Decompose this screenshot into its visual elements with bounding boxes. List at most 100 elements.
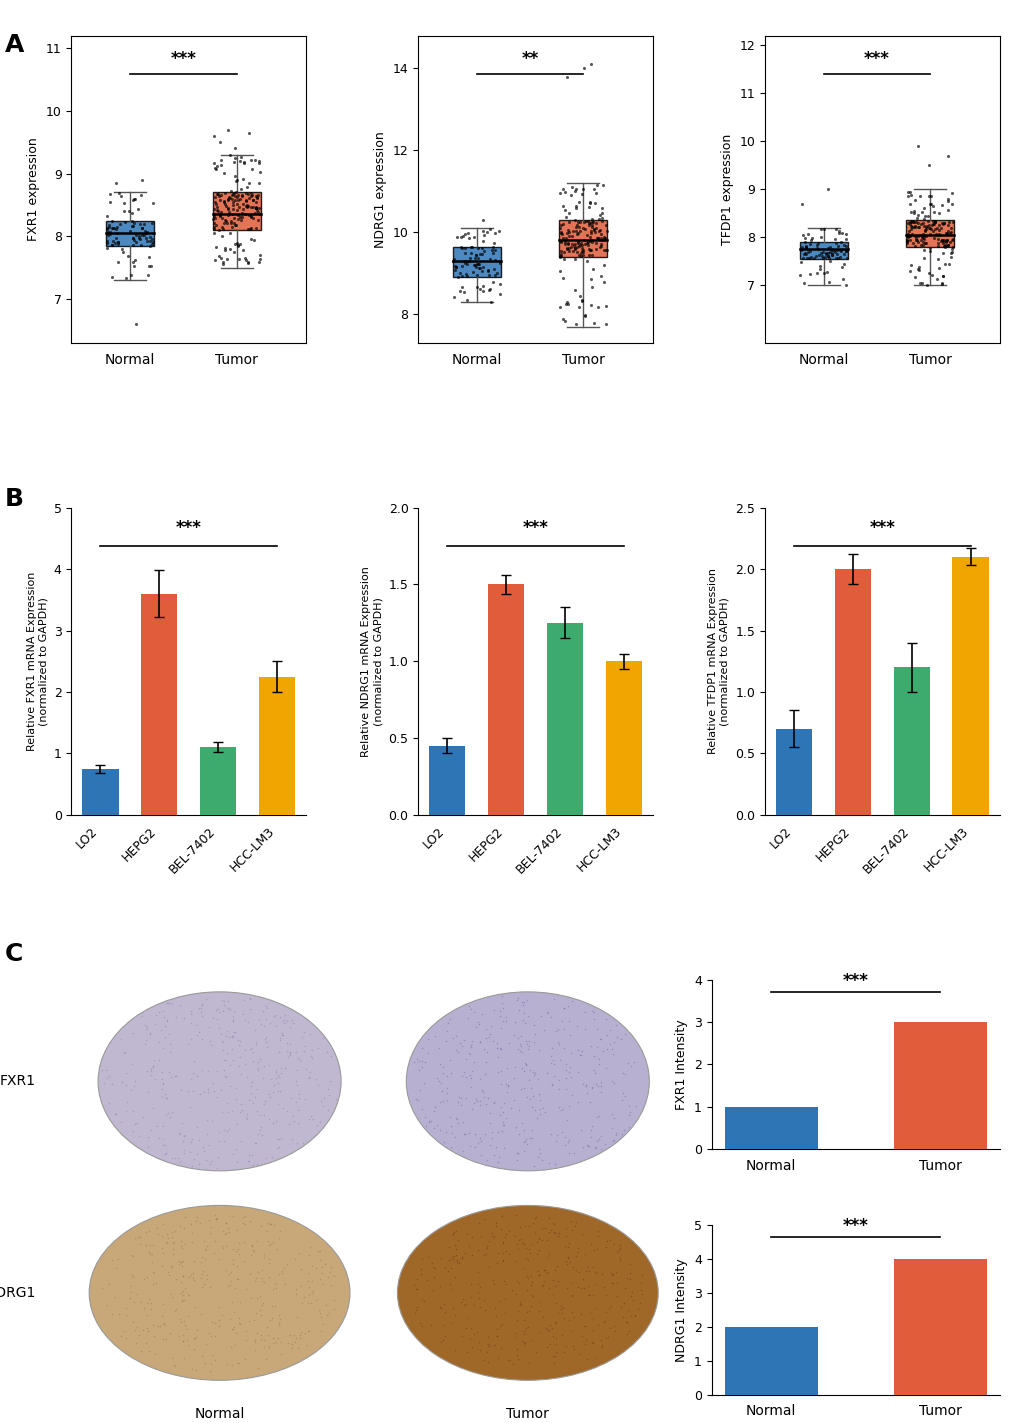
Point — [909, 225, 925, 248]
Point — [599, 1326, 615, 1349]
Point — [174, 1130, 191, 1153]
Point — [231, 149, 248, 172]
Point — [793, 192, 809, 215]
Point — [545, 1221, 561, 1244]
Point — [213, 1023, 229, 1046]
Point — [283, 1336, 300, 1359]
Point — [154, 1086, 170, 1109]
Point — [598, 213, 614, 236]
Point — [216, 194, 232, 216]
Point — [929, 228, 946, 250]
Point — [269, 1072, 285, 1094]
Point — [560, 225, 577, 248]
Point — [299, 1333, 315, 1356]
Point — [446, 1234, 463, 1257]
Point — [183, 1154, 200, 1177]
Point — [603, 1264, 620, 1286]
Point — [809, 238, 825, 260]
Point — [224, 1026, 240, 1049]
Point — [165, 1242, 181, 1265]
Point — [195, 1136, 211, 1158]
Point — [797, 242, 813, 265]
Point — [243, 1074, 259, 1097]
Point — [593, 202, 609, 225]
Point — [924, 209, 941, 232]
Bar — [106, 221, 154, 246]
Point — [245, 1050, 261, 1073]
Bar — [906, 221, 954, 246]
Point — [828, 239, 845, 262]
Point — [459, 222, 475, 245]
Point — [275, 1096, 291, 1118]
Point — [827, 248, 844, 270]
Point — [171, 1151, 187, 1174]
Point — [469, 1239, 485, 1262]
Point — [127, 1227, 144, 1249]
Point — [591, 203, 607, 226]
Point — [180, 1284, 197, 1306]
Point — [585, 1007, 601, 1030]
Point — [148, 1272, 164, 1295]
Point — [252, 1328, 268, 1350]
Point — [297, 1322, 313, 1345]
Point — [574, 1039, 590, 1062]
Point — [455, 1029, 472, 1052]
Point — [510, 1037, 526, 1060]
Point — [250, 1052, 266, 1074]
Point — [819, 238, 836, 260]
Point — [182, 1212, 199, 1235]
Point — [267, 1272, 283, 1295]
Point — [164, 1232, 180, 1255]
Point — [101, 1064, 117, 1087]
Point — [929, 258, 946, 280]
Point — [553, 1121, 570, 1144]
Point — [467, 243, 483, 266]
Point — [912, 233, 928, 256]
Point — [225, 1249, 242, 1272]
Point — [265, 1080, 281, 1103]
Point — [175, 1346, 192, 1369]
Point — [815, 262, 832, 285]
Point — [310, 1037, 326, 1060]
Point — [229, 185, 246, 208]
Point — [554, 212, 571, 235]
Point — [590, 1220, 606, 1242]
Point — [470, 238, 486, 260]
Point — [110, 1248, 126, 1271]
Point — [127, 313, 144, 336]
Point — [565, 239, 581, 262]
Point — [570, 1060, 586, 1083]
Point — [217, 1211, 233, 1234]
Point — [531, 1138, 547, 1161]
Point — [151, 1127, 167, 1150]
Point — [189, 1319, 205, 1342]
Point — [510, 1027, 526, 1050]
Point — [237, 1205, 254, 1228]
Point — [154, 1242, 170, 1265]
Point — [608, 1026, 625, 1049]
Point — [492, 1059, 508, 1081]
Point — [913, 201, 929, 223]
Point — [597, 1007, 613, 1030]
Point — [613, 1089, 630, 1111]
Point — [622, 1285, 638, 1308]
Point — [929, 235, 946, 258]
Point — [207, 1312, 223, 1335]
Point — [562, 1083, 579, 1106]
Point — [915, 239, 931, 262]
Point — [216, 989, 232, 1012]
Point — [582, 219, 598, 242]
Point — [235, 1231, 252, 1254]
Point — [210, 1016, 226, 1039]
Point — [466, 226, 482, 249]
Point — [273, 1057, 289, 1080]
Point — [100, 223, 116, 246]
Point — [480, 263, 496, 286]
Point — [184, 1261, 201, 1284]
Point — [576, 305, 592, 327]
Point — [130, 225, 147, 248]
Point — [489, 1150, 505, 1173]
Point — [558, 238, 575, 260]
Point — [215, 1130, 231, 1153]
Point — [222, 1336, 238, 1359]
